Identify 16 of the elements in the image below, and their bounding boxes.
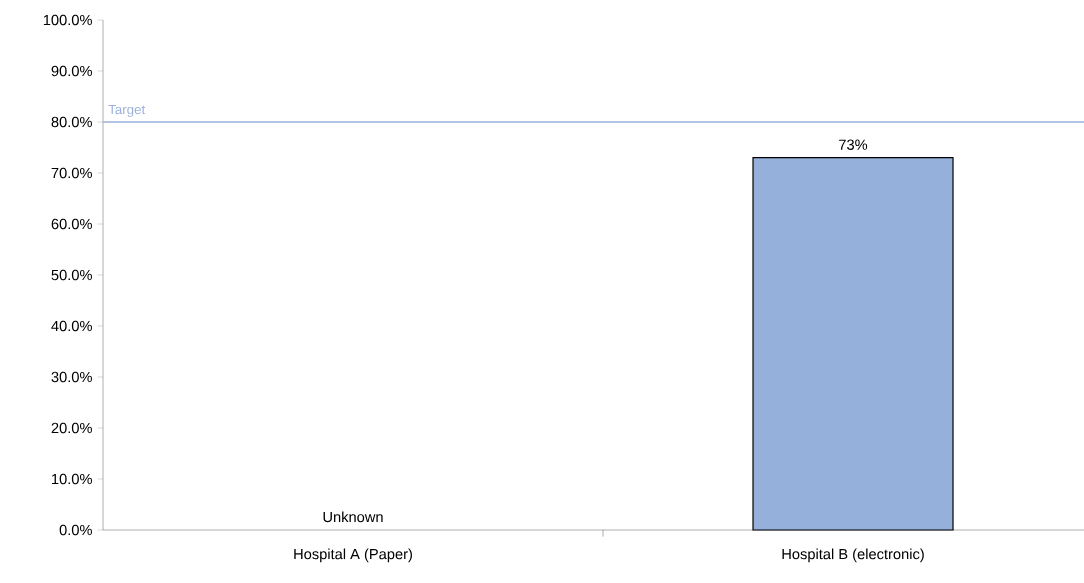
data-label: 73%	[839, 139, 868, 150]
y-tick-label: 80.0%	[51, 116, 92, 128]
ref-line-label: Target	[108, 104, 146, 117]
y-tick-label: 50.0%	[51, 269, 92, 281]
y-tick-label: 90.0%	[51, 65, 92, 77]
y-tick-label: 100.0%	[43, 14, 92, 26]
y-tick-label: 20.0%	[51, 422, 92, 434]
y-tick-label: 60.0%	[51, 218, 92, 230]
y-tick-label: 70.0%	[51, 167, 92, 179]
x-tick-label: Hospital B (electronic)	[782, 548, 924, 563]
y-tick-label: 10.0%	[52, 473, 92, 485]
y-tick-label: 40.0%	[51, 320, 92, 332]
x-tick-label: Hospital A (Paper)	[294, 548, 412, 563]
text: Unknown	[323, 511, 383, 523]
y-tick-label: 0.0%	[59, 524, 92, 536]
y-tick-label: 30.0%	[51, 371, 92, 383]
